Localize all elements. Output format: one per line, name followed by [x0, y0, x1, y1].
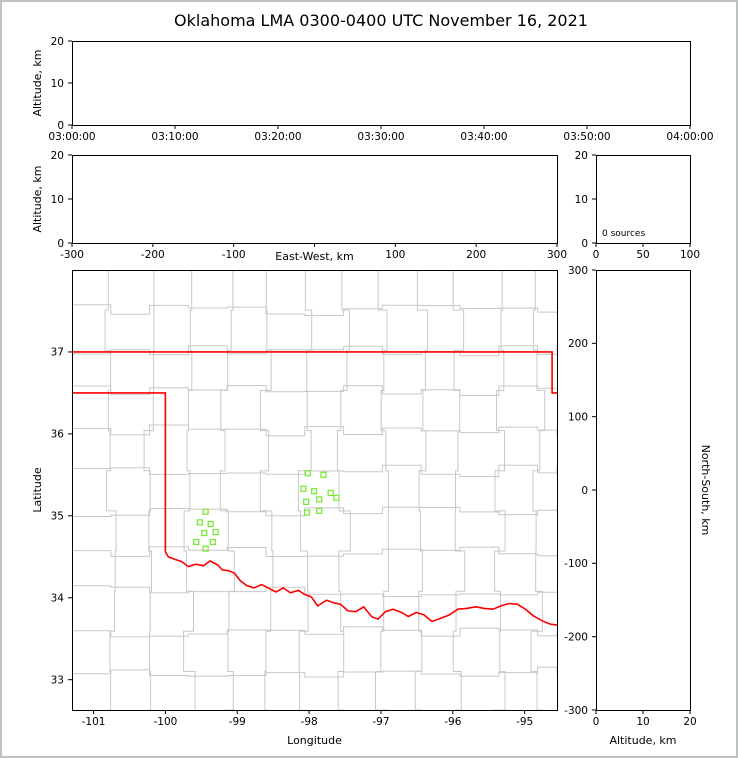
y-tick-label: 100 [568, 411, 588, 423]
north-south-axis-label: North-South, km [699, 445, 712, 536]
panel-time-height: 0 10 20 03:00:00 03:10:00 03:20:00 03:30:00 03:… [48, 36, 713, 143]
lma-station-marker [320, 471, 327, 478]
x-tick-label: -98 [301, 716, 318, 728]
time-tick-label: 03:00:00 [48, 131, 95, 143]
y-tick-label: 300 [568, 265, 588, 277]
x-tick-label: 0 [593, 716, 600, 728]
x-tick-label: -300 [60, 249, 84, 261]
y-tick-label: 20 [51, 36, 64, 48]
county-boundaries [73, 271, 557, 710]
x-tick-label: 50 [636, 249, 649, 261]
time-tick-label: 03:40:00 [460, 131, 507, 143]
panel-ns-height: -300 -200 -100 0 100 200 300 0 10 20 [564, 265, 697, 728]
time-tick-label: 04:00:00 [666, 131, 713, 143]
lma-station-marker [310, 488, 318, 495]
lma-station-marker [196, 519, 204, 526]
time-tick-label: 03:10:00 [151, 131, 198, 143]
lma-station-marker [316, 507, 323, 515]
altitude-axis-label: Altitude, km [31, 49, 44, 116]
x-tick-label: 200 [466, 249, 486, 261]
lma-station-marker [316, 496, 323, 503]
lma-station-marker [303, 509, 311, 516]
y-tick-label: 20 [51, 150, 64, 162]
y-tick-label: 0 [57, 120, 64, 132]
panel-ew-height: 0 10 20 -300 -200 -100 100 200 300 [51, 150, 567, 261]
y-tick-label: 0 [581, 485, 588, 497]
x-tick-label: 100 [385, 249, 405, 261]
y-tick-label: -100 [564, 558, 588, 570]
map-content [73, 271, 557, 710]
x-tick-label: -101 [82, 716, 106, 728]
lma-station-marker [209, 538, 216, 546]
time-tick-label: 03:50:00 [563, 131, 610, 143]
lma-station-marker [303, 498, 310, 506]
latitude-axis-label: Latitude [31, 467, 44, 513]
y-tick-label: 34 [51, 593, 65, 605]
x-tick-label: -97 [372, 716, 389, 728]
panel-plan-view: 33 34 35 36 37 -101 -100 -99 -98 -97 -96 -95 [51, 270, 558, 728]
figure-title: Oklahoma LMA 0300-0400 UTC November 16, … [174, 11, 588, 30]
time-tick-label: 03:30:00 [357, 131, 404, 143]
time-tick-label: 03:20:00 [254, 131, 301, 143]
lma-station-marker [327, 489, 334, 497]
y-tick-label: -200 [564, 631, 588, 643]
longitude-axis-label: Longitude [287, 734, 342, 747]
x-tick-label: -99 [229, 716, 246, 728]
altitude-axis-label: Altitude, km [609, 734, 676, 747]
lma-station-marker [212, 529, 219, 536]
x-tick-label: 20 [683, 716, 696, 728]
y-tick-label: 10 [51, 194, 64, 206]
x-tick-label: -100 [222, 249, 246, 261]
x-tick-label: -100 [153, 716, 177, 728]
x-tick-label: 100 [680, 249, 700, 261]
oklahoma-west-south-border-line [73, 392, 557, 626]
x-tick-label: -95 [516, 716, 533, 728]
y-tick-label: 36 [51, 429, 65, 441]
y-tick-label: 20 [575, 150, 588, 162]
altitude-axis-label: Altitude, km [31, 165, 44, 232]
lma-station-marker [193, 538, 200, 546]
lma-station-marker [202, 545, 209, 552]
y-tick-label: 37 [51, 347, 64, 359]
x-tick-label: -200 [141, 249, 165, 261]
east-west-axis-label: East-West, km [275, 250, 353, 263]
panel-alt-histogram: 0 10 20 0 50 100 [575, 150, 700, 261]
lma-station-marker [201, 529, 208, 537]
x-tick-label: -96 [444, 716, 461, 728]
oklahoma-north-border-line [73, 351, 557, 394]
lma-station-marker [333, 494, 340, 501]
x-tick-label: 300 [547, 249, 567, 261]
y-tick-label: 33 [51, 674, 64, 686]
y-tick-label: 0 [57, 238, 64, 250]
lma-station-marker [300, 485, 307, 492]
lma-station-marker [304, 470, 311, 477]
lma-station-marker [202, 508, 209, 515]
x-tick-label: 0 [593, 249, 600, 261]
sources-count-annotation: 0 sources [602, 229, 645, 239]
x-tick-label: 10 [636, 716, 649, 728]
y-tick-label: 10 [51, 78, 64, 90]
y-tick-label: 200 [568, 338, 588, 350]
y-tick-label: 10 [575, 194, 588, 206]
y-tick-label: -300 [564, 705, 588, 717]
lma-station-marker [207, 520, 214, 528]
y-tick-label: 0 [581, 238, 588, 250]
y-tick-label: 35 [51, 511, 64, 523]
